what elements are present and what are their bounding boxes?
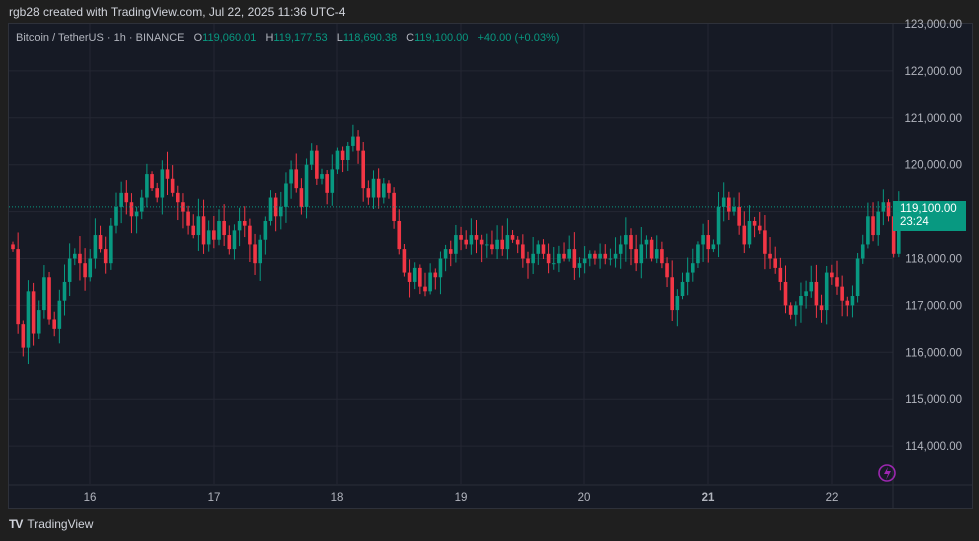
symbol-name[interactable]: Bitcoin / TetherUS · 1h · BINANCE <box>16 32 185 44</box>
chart-panel[interactable] <box>8 23 973 509</box>
y-axis-label: 118,000.00 <box>905 254 962 266</box>
symbol-legend: Bitcoin / TetherUS · 1h · BINANCE O119,0… <box>16 32 559 44</box>
lightning-icon[interactable] <box>878 464 896 482</box>
x-axis-label: 16 <box>84 492 97 504</box>
y-axis-label: 122,000.00 <box>904 66 962 78</box>
close-label: C <box>406 32 415 44</box>
chart-credit: rgb28 created with TradingView.com, Jul … <box>9 5 346 19</box>
y-axis-label: 115,000.00 <box>905 394 962 406</box>
high-value: 119,177.53 <box>273 32 328 44</box>
y-axis-label: 114,000.00 <box>905 441 962 453</box>
last-price-tag: 119,100.00 23:24 <box>893 201 966 231</box>
y-axis-label: 117,000.00 <box>905 300 962 312</box>
footer: TV TradingView <box>9 517 93 531</box>
high-label: H <box>265 32 274 44</box>
low-label: L <box>336 32 343 44</box>
x-axis-label: 17 <box>208 492 221 504</box>
open-label: O <box>193 32 203 44</box>
brand-name: TradingView <box>27 517 94 531</box>
x-axis-label: 19 <box>455 492 468 504</box>
x-axis-label: 21 <box>702 492 715 504</box>
y-axis-label: 123,000.00 <box>904 19 962 31</box>
x-axis-label: 20 <box>578 492 591 504</box>
close-value: 119,100.00 <box>414 32 469 44</box>
low-value: 118,690.38 <box>342 32 398 44</box>
open-value: 119,060.01 <box>202 32 257 44</box>
y-axis-label: 116,000.00 <box>905 347 962 359</box>
last-price: 119,100.00 <box>900 203 957 215</box>
y-axis-label: 120,000.00 <box>904 160 962 172</box>
tradingview-logo-icon: TV <box>9 517 23 531</box>
change-value: +40.00 (+0.03%) <box>477 32 560 44</box>
x-axis-label: 22 <box>826 492 839 504</box>
x-axis-label: 18 <box>331 492 344 504</box>
bar-countdown: 23:24 <box>900 216 929 228</box>
y-axis-label: 121,000.00 <box>904 113 962 125</box>
